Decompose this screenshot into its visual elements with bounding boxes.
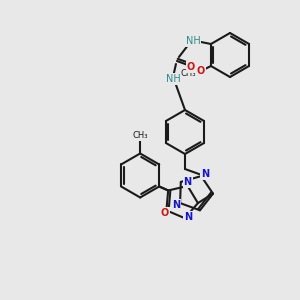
Text: CH₃: CH₃ [180, 70, 196, 79]
Text: O: O [160, 208, 169, 218]
Text: N: N [184, 212, 192, 222]
Text: NH: NH [166, 74, 180, 84]
Text: N: N [184, 177, 192, 187]
Text: O: O [187, 62, 195, 72]
Text: CH₃: CH₃ [132, 131, 148, 140]
Text: N: N [172, 200, 180, 210]
Text: N: N [201, 169, 209, 179]
Text: NH: NH [186, 36, 200, 46]
Text: O: O [197, 66, 205, 76]
